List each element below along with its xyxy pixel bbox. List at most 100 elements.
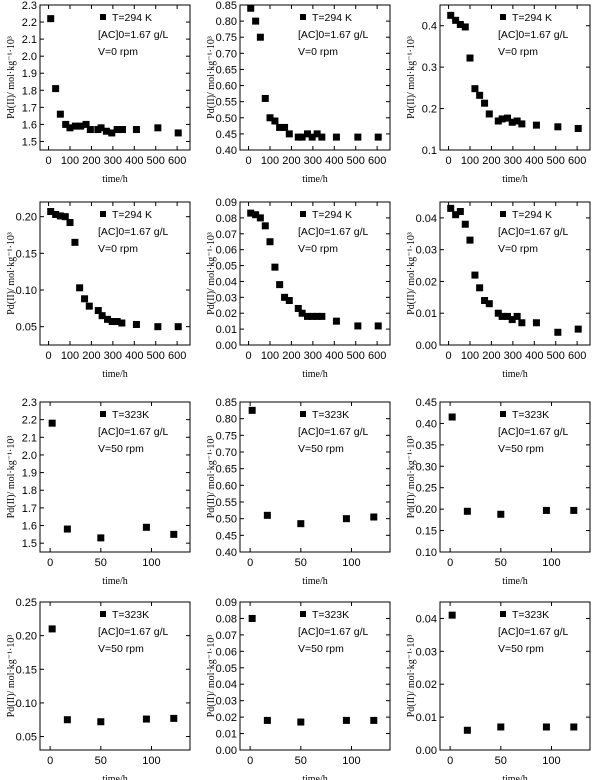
data-point xyxy=(48,419,56,427)
data-point xyxy=(276,281,284,289)
data-point xyxy=(66,124,74,132)
data-point xyxy=(266,238,274,246)
legend-line-3: V=50 rpm xyxy=(298,643,344,655)
data-point xyxy=(313,130,321,138)
data-point xyxy=(508,118,516,126)
chart-panel-9: 0 50 100 0.10 0.15 0.20 0.25 0.30 0.35 0.40 0.45 ti… xyxy=(406,397,591,587)
data-point xyxy=(452,16,460,24)
x-axis-label: time/h xyxy=(502,576,528,587)
data-point xyxy=(448,413,456,421)
x-tick-label: 0 xyxy=(446,155,452,167)
y-tick-label: 0.30 xyxy=(416,461,437,473)
legend-marker xyxy=(500,611,506,617)
data-point xyxy=(461,23,469,31)
data-point xyxy=(271,117,279,125)
legend-line-2: [AC]0=1.67 g/L xyxy=(98,226,169,238)
data-point xyxy=(485,300,493,308)
x-tick-label: 100 xyxy=(461,350,479,362)
y-tick-label: 1.6 xyxy=(22,521,37,533)
chart-panel-2: 0 100 200 300 400 500 600 0.40 0.45 0.50 0.55 0.60 0… xyxy=(206,0,391,185)
data-point xyxy=(98,312,106,320)
y-axis-label: Pd(II)/ mol·kg⁻¹·10³ xyxy=(206,436,217,519)
x-tick-label: 300 xyxy=(104,350,122,362)
data-point xyxy=(118,319,126,327)
data-point xyxy=(304,312,311,320)
legend-line-2: [AC]0=1.67 g/L xyxy=(298,29,369,41)
legend-line-2: [AC]0=1.67 g/L xyxy=(298,426,369,438)
y-tick-label: 0.40 xyxy=(216,547,237,559)
y-tick-label: 0.85 xyxy=(216,0,237,12)
data-point xyxy=(142,523,150,531)
x-tick-label: 100 xyxy=(342,557,360,569)
y-tick-label: 1.5 xyxy=(22,538,37,550)
legend-marker xyxy=(500,411,506,417)
legend-line-1: T=323K xyxy=(512,409,549,421)
data-point xyxy=(447,11,455,19)
data-point xyxy=(174,129,182,137)
y-tick-label: 0.04 xyxy=(416,613,437,625)
plot-frame xyxy=(239,401,391,553)
legend-line-2: [AC]0=1.67 g/L xyxy=(98,426,169,438)
plot-frame xyxy=(439,601,591,751)
y-tick-label: 0.07 xyxy=(216,229,237,241)
data-point xyxy=(570,506,578,514)
data-point xyxy=(476,91,484,99)
y-tick-label: 0.05 xyxy=(216,663,237,675)
x-tick-label: 50 xyxy=(95,557,107,569)
y-tick-label: 1.8 xyxy=(22,485,37,497)
data-point xyxy=(574,325,582,333)
data-point xyxy=(132,126,140,134)
data-point xyxy=(354,133,362,141)
x-tick-label: 300 xyxy=(504,155,522,167)
y-tick-label: 0.00 xyxy=(216,340,237,352)
x-axis-label: time/h xyxy=(302,369,328,380)
y-tick-label: 0.85 xyxy=(216,397,237,409)
chart-panel-12: 0 50 100 0.00 0.01 0.02 0.03 0.04 time/h Pd(II)/ … xyxy=(406,601,591,780)
x-axis-label: time/h xyxy=(102,174,128,185)
x-tick-label: 500 xyxy=(547,350,565,362)
y-tick-label: 1.6 xyxy=(22,119,37,131)
plot-frame xyxy=(439,201,591,346)
chart-panel-1: 0 100 200 300 400 500 600 1.5 1.6 1.7 1.8 1.9 2.0 2.1… xyxy=(6,0,191,185)
data-point xyxy=(271,263,279,271)
y-tick-label: 0.25 xyxy=(416,483,437,495)
y-tick-label: 0.20 xyxy=(16,631,37,643)
y-axis-label: Pd(II)/ mol·kg⁻¹·10³ xyxy=(406,436,417,519)
y-tick-label: 0.02 xyxy=(216,308,237,320)
data-point xyxy=(471,85,479,93)
chart-panel-6: 0 100 200 300 400 500 600 0.00 0.01 0.02 0.03 0.04 t… xyxy=(406,201,591,380)
data-point xyxy=(119,126,126,134)
y-tick-label: 0.03 xyxy=(416,245,437,257)
legend-line-3: V=50 rpm xyxy=(498,443,544,455)
legend-line-2: [AC]0=1.67 g/L xyxy=(298,226,369,238)
data-point xyxy=(542,506,550,514)
plot-frame xyxy=(239,601,391,751)
data-point xyxy=(494,117,502,125)
data-point xyxy=(97,534,105,542)
data-point xyxy=(261,222,269,230)
x-tick-label: 0 xyxy=(247,755,253,767)
data-point xyxy=(247,4,255,12)
y-axis-label: Pd(II)/ mol·kg⁻¹·10³ xyxy=(206,36,217,119)
legend-line-1: T=294 K xyxy=(112,209,152,221)
data-point xyxy=(463,726,471,734)
data-point xyxy=(542,723,550,731)
x-tick-label: 100 xyxy=(342,755,360,767)
data-point xyxy=(247,209,255,217)
x-tick-label: 50 xyxy=(295,557,307,569)
data-point xyxy=(47,208,55,216)
legend-marker xyxy=(500,14,506,20)
y-tick-label: 0.55 xyxy=(216,497,237,509)
legend-line-1: T=323K xyxy=(312,609,349,621)
data-point xyxy=(461,220,469,228)
x-axis-label: time/h xyxy=(102,774,128,780)
x-tick-label: 600 xyxy=(368,155,386,167)
legend-line-3: V=50 rpm xyxy=(98,643,144,655)
x-tick-label: 100 xyxy=(542,755,560,767)
data-point xyxy=(298,309,306,317)
y-tick-label: 1.8 xyxy=(22,85,37,97)
y-tick-label: 0.08 xyxy=(216,613,237,625)
data-point xyxy=(518,120,526,128)
x-tick-label: 600 xyxy=(568,350,586,362)
data-point xyxy=(71,238,79,246)
